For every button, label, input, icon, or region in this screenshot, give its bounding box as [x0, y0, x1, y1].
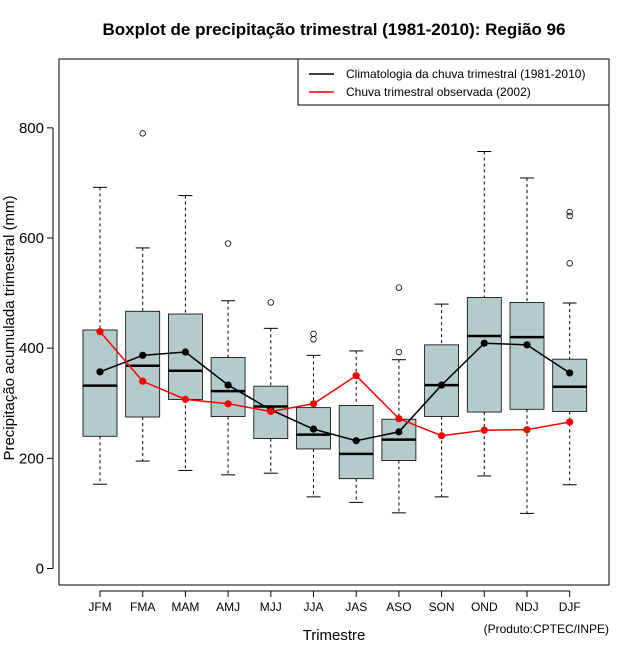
outlier-point	[224, 240, 232, 247]
credit-text: (Produto:CPTEC/INPE)	[484, 622, 609, 636]
x-tick-label: JFM	[88, 600, 111, 614]
series-point	[96, 328, 104, 336]
y-tick-label: 400	[19, 340, 44, 357]
series-point	[309, 425, 318, 433]
y-axis-label: Precipitação acumulada trimestral (mm)	[1, 195, 18, 460]
outlier-point	[395, 284, 403, 291]
x-tick-label: MJJ	[260, 600, 282, 614]
series-point	[96, 368, 104, 376]
series-point	[480, 339, 488, 347]
series-point	[309, 400, 318, 408]
outlier-point	[395, 348, 403, 356]
legend-label-climatology: Climatologia da chuva trimestral (1981-2…	[346, 67, 585, 81]
box-jfm	[82, 186, 118, 485]
box-mjj	[253, 299, 289, 474]
box-iqr	[167, 313, 203, 400]
series-point	[523, 341, 531, 349]
legend-label-observed: Chuva trimestral observada (2002)	[346, 85, 531, 99]
series-point	[480, 426, 488, 434]
outlier-point	[566, 260, 573, 267]
box-fma	[125, 130, 161, 462]
x-axis-label: Trimestre	[303, 627, 366, 644]
box-ndj	[509, 177, 545, 514]
series-point	[395, 415, 403, 423]
series-point	[139, 377, 147, 385]
series-line	[99, 331, 570, 437]
x-tick-label: SON	[429, 600, 455, 614]
series-point	[181, 348, 189, 356]
outlier-point	[566, 212, 573, 220]
boxes-layer	[82, 130, 588, 514]
box-son	[424, 303, 460, 498]
chart-title: Boxplot de precipitação trimestral (1981…	[103, 20, 566, 39]
box-iqr	[509, 302, 545, 410]
x-tick-label: MAM	[171, 600, 199, 614]
series-point	[523, 426, 531, 434]
x-tick-label: NDJ	[515, 600, 538, 614]
series-point	[139, 351, 147, 359]
outlier-point	[566, 208, 573, 216]
series-point	[566, 418, 574, 426]
outlier-point	[267, 299, 274, 306]
series-point	[395, 428, 403, 436]
x-tick-label: JJA	[303, 600, 323, 614]
outlier-point	[310, 330, 317, 338]
legend-box	[297, 58, 610, 106]
box-aso	[381, 284, 417, 514]
x-axis: JFM FMA MAM AMJ MJJ JJA JAS ASO SON OND NDJ DJF	[88, 590, 581, 614]
y-tick-label: 200	[19, 450, 44, 467]
y-axis: 0 200 400 600 800	[19, 120, 54, 577]
box-djf	[552, 208, 588, 486]
series-point	[566, 369, 574, 377]
box-iqr	[552, 358, 588, 412]
series-point	[224, 381, 232, 389]
series-point	[181, 395, 189, 403]
x-tick-label: FMA	[130, 600, 155, 614]
x-tick-label: ASO	[386, 600, 411, 614]
series-layer	[96, 328, 574, 445]
series-point	[352, 372, 360, 380]
legend: Climatologia da chuva trimestral (1981-2…	[297, 58, 610, 106]
x-tick-label: AMJ	[216, 600, 240, 614]
series-climatology	[96, 339, 574, 445]
box-amj	[210, 240, 246, 476]
box-jja	[296, 330, 331, 498]
series-point	[224, 400, 232, 408]
y-tick-label: 800	[19, 120, 44, 137]
box-iqr	[125, 310, 161, 418]
outlier-point	[310, 336, 317, 343]
box-mam	[167, 195, 203, 471]
series-point	[438, 432, 446, 440]
series-point	[352, 437, 360, 445]
series-line	[99, 342, 571, 442]
x-tick-label: OND	[471, 600, 498, 614]
series-observed	[96, 328, 574, 440]
y-tick-label: 600	[19, 230, 44, 247]
series-point	[438, 381, 446, 389]
series-point	[267, 407, 275, 416]
x-tick-label: JAS	[345, 600, 367, 614]
y-tick-label: 0	[36, 560, 44, 577]
outlier-point	[139, 130, 146, 137]
x-tick-label: DJF	[559, 600, 581, 614]
box-iqr	[424, 344, 460, 417]
box-iqr	[82, 329, 118, 437]
